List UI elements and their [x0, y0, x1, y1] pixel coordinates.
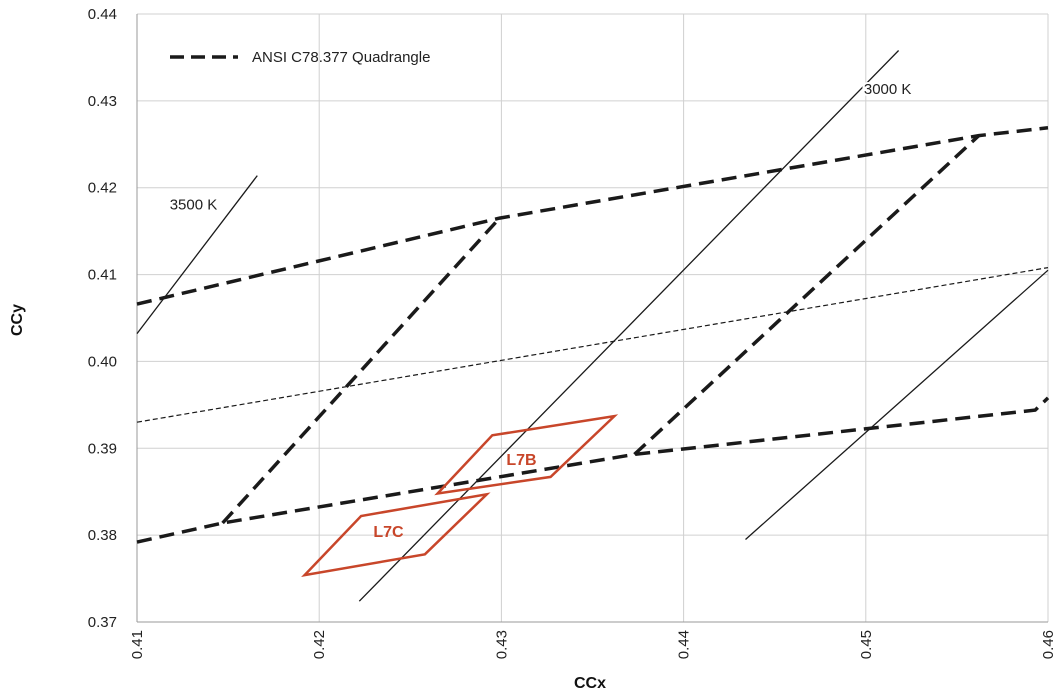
y-tick-label: 0.41 — [88, 267, 117, 284]
x-tick-label: 0.43 — [493, 630, 510, 659]
grid-lines — [136, 13, 1049, 623]
quadrangle-line — [633, 134, 980, 456]
bin-l7b-outline — [434, 414, 619, 496]
quadrangle-line — [136, 126, 1049, 306]
y-tick-label: 0.37 — [88, 614, 117, 631]
tick-labels: 0.41 0.42 0.43 0.44 0.45 0.46 0.37 0.38 0.39 0.40… — [88, 6, 1057, 659]
y-tick-label: 0.39 — [88, 440, 117, 457]
legend-label: ANSI C78.377 Quadrangle — [252, 49, 430, 66]
x-tick-label: 0.45 — [858, 630, 875, 659]
chart-series — [136, 50, 1050, 602]
quadrangle-line — [136, 396, 1050, 544]
bin-l7c-outline — [301, 492, 491, 577]
y-tick-label: 0.38 — [88, 527, 117, 544]
cct-label: 3000 K — [864, 81, 912, 98]
x-tick-label: 0.46 — [1040, 630, 1057, 659]
bin-label-l7b: L7B — [506, 452, 536, 469]
y-tick-label: 0.44 — [88, 6, 117, 23]
planckian-locus-line — [136, 267, 1049, 423]
cct-isotherm-line — [136, 175, 258, 334]
x-tick-label: 0.41 — [129, 630, 146, 659]
cct-isotherm-line — [745, 269, 1049, 540]
y-tick-label: 0.43 — [88, 93, 117, 110]
x-axis-title: CCx — [574, 675, 606, 692]
x-tick-label: 0.42 — [311, 630, 328, 659]
x-tick-label: 0.44 — [676, 630, 693, 659]
y-tick-label: 0.40 — [88, 353, 117, 370]
legend: ANSI C78.377 Quadrangle — [170, 49, 430, 66]
chart-annotations: 3500 K 3000 K L7B L7C — [168, 79, 914, 541]
y-tick-label: 0.42 — [88, 180, 117, 197]
bin-label-l7c: L7C — [373, 524, 404, 541]
cct-label: 3500 K — [170, 196, 218, 213]
quadrangle-line — [221, 216, 501, 525]
y-axis-title: CCy — [9, 304, 26, 336]
cct-isotherm-line — [358, 50, 900, 602]
